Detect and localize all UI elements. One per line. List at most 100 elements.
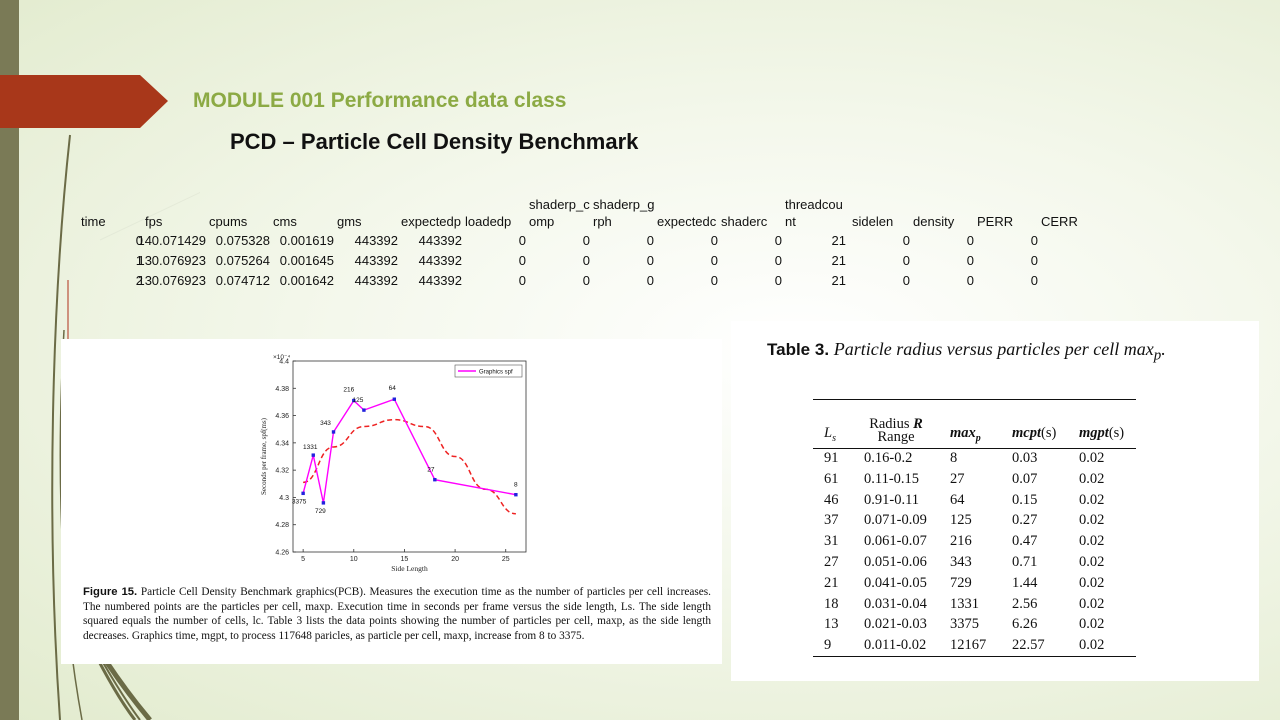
table3-header-mgpt: mgpt(s) [1079,425,1125,441]
perf-header-1: fps [145,214,163,229]
perf-cell: 443392 [354,233,398,248]
perf-cell: 0 [710,253,718,268]
perf-cell: 443392 [354,253,398,268]
table3-cell: 6.26 [1012,616,1038,633]
table3-cell: 729 [950,574,972,591]
left-accent-bar [0,0,19,720]
table3-cell: 0.02 [1079,637,1105,654]
data-point-125 [362,408,366,412]
perf-header-6: loadedp [465,214,512,229]
perf-cell: 0 [518,273,526,288]
y-exponent-label: ×10⁻⁴ [273,354,290,361]
perf-header-13: density [913,214,955,229]
table3-cell: 0.02 [1079,574,1105,591]
table3-cell: 31 [824,533,839,550]
data-label-8: 8 [514,482,518,489]
data-point-8 [514,493,518,497]
x-tick-label: 5 [301,556,305,563]
perf-cell: 0 [646,253,654,268]
data-label-216: 216 [343,387,354,394]
x-tick-label: 20 [451,556,459,563]
perf-cell: 0.076923 [151,253,206,268]
table3-cell: 18 [824,595,839,612]
y-tick-label: 4.28 [275,522,289,529]
data-label-27: 27 [427,467,435,474]
table3-label: Table 3. [767,340,830,359]
title-arrow-tab [0,75,168,128]
plot-frame [292,360,527,553]
perf-cell: 14 [137,233,152,248]
perf-cell: 0 [646,233,654,248]
y-axis-label: Seconds per frame, spf(ms) [260,417,268,495]
data-label-1331: 1331 [303,444,318,451]
table3-cell: 22.57 [1012,637,1045,654]
legend-label: Graphics spf [479,369,513,375]
y-tick-label: 4.34 [275,440,289,447]
perf-cell: 13 [137,253,152,268]
table3-cell: 37 [824,512,839,529]
perf-cell: 0 [902,253,910,268]
perf-cell: 0 [902,273,910,288]
y-tick-label: 4.36 [275,413,289,420]
table3-cell: 0.071-0.09 [864,512,927,529]
perf-header-3: cms [273,214,297,229]
table3-cell: 0.02 [1079,554,1105,570]
y-tick-label: 4.3 [279,495,289,502]
figure-caption-label: Figure 15. [83,586,138,598]
data-point-3375 [301,491,305,496]
perf-cell: 0 [518,253,526,268]
y-tick-label: 4.26 [275,550,289,557]
data-point-343 [331,430,336,434]
perf-header-14: PERR [977,214,1014,229]
perf-header-11: threadcou nt [785,197,843,229]
perf-header-10: shaderc [721,214,768,229]
x-tick-label: 15 [401,556,409,563]
perf-cell: 0 [582,273,590,288]
perf-cell: 2 [135,273,143,288]
table3-cell: 343 [950,554,972,570]
table3-cell: 61 [824,470,839,487]
y-tick-label: 4.32 [275,468,289,475]
table3-header-ls: Ls [824,425,836,444]
x-tick-label: 10 [350,556,358,563]
perf-cell: 21 [831,233,846,248]
perf-header-15: CERR [1041,214,1078,229]
table3-cell: 0.011-0.02 [864,637,927,654]
table3-cell: 0.02 [1079,512,1105,529]
table3-cell: 0.47 [1012,533,1038,550]
perf-header-2: cpums [209,214,248,229]
data-point-64 [392,397,397,401]
perf-header-4: gms [337,214,362,229]
perf-cell: 0.075328 [215,233,270,248]
table3-cell: 125 [950,512,972,529]
perf-cell: 0 [774,273,782,288]
perf-cell: 0 [1030,253,1038,268]
table3-header-maxp: maxp [950,425,981,444]
data-point-216 [352,398,356,403]
perf-header-5: expectedp [401,214,461,229]
table3-cell: 3375 [950,616,979,633]
table3-cell: 0.03 [1012,450,1038,466]
table3-description: Particle radius versus particles per cel… [833,339,1166,364]
data-label-3375: 3375 [292,498,307,505]
perf-cell: 0 [710,233,718,248]
table3-cell: 1331 [950,595,979,612]
perf-cell: 0.001642 [279,273,334,288]
perf-cell: 0 [710,273,718,288]
perf-cell: 443392 [418,233,462,248]
perf-header-0: time [81,214,106,229]
perf-cell: 0.001645 [279,253,334,268]
table3-cell: 91 [824,450,839,466]
x-axis-label: Side Length [391,564,428,573]
table3-cell: 13 [824,616,839,633]
table3-cell: 0.27 [1012,512,1038,529]
table3-cell: 0.02 [1079,450,1105,466]
table3-cell: 27 [824,554,839,570]
table3-top-rule [813,399,1136,401]
slide-subtitle: PCD – Particle Cell Density Benchmark [230,129,639,154]
table3-cell: 0.71 [1012,554,1038,570]
perf-cell: 0 [582,233,590,248]
perf-cell: 0.071429 [151,233,206,248]
perf-cell: 0 [582,253,590,268]
perf-header-7: shaderp_c omp [529,197,590,229]
